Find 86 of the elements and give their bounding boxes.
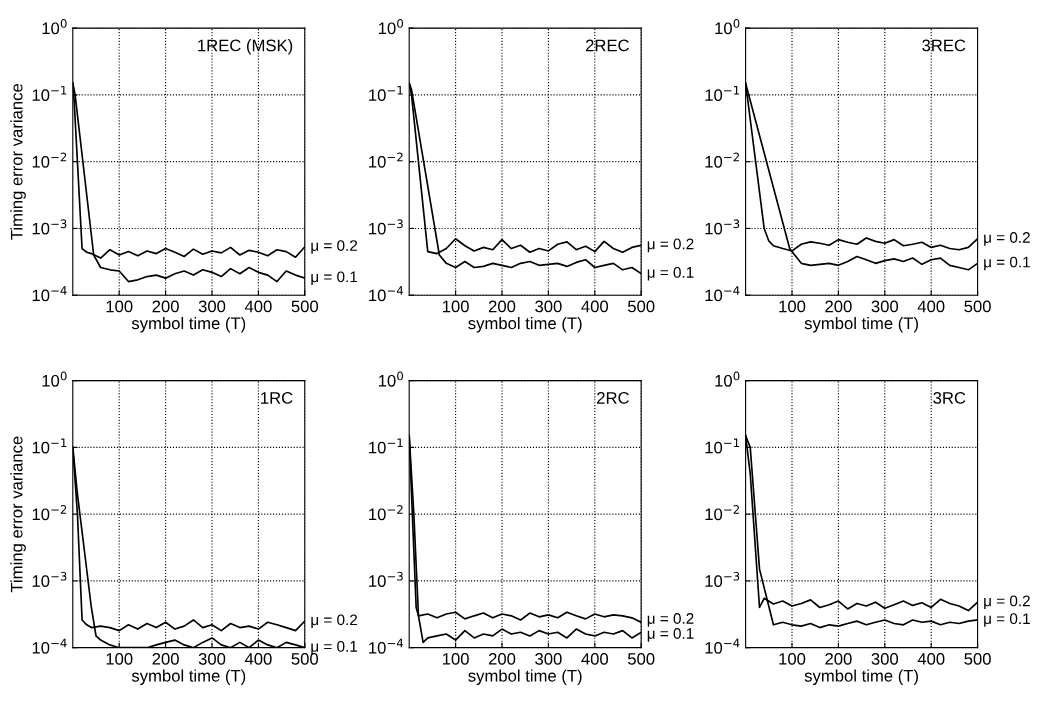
y-tick-label: 10$^{−1}$ — [705, 85, 740, 102]
x-tick-label: 300 — [535, 652, 562, 665]
x-axis-title: symbol time (T) — [804, 316, 918, 333]
x-tick-label: 300 — [198, 300, 226, 313]
x-axis-title: symbol time (T) — [804, 669, 918, 685]
x-tick-label: 200 — [152, 652, 179, 665]
y-tick-label: 10$^{−1}$ — [32, 438, 67, 454]
x-tick-label: 100 — [442, 652, 469, 665]
x-tick-label: 500 — [291, 300, 319, 313]
x-axis-title: symbol time (T) — [131, 669, 246, 685]
x-tick-label: 100 — [106, 652, 133, 665]
y-tick-label: 10$^{−2}$ — [369, 152, 403, 168]
y-tick-label: 10$^{−3}$ — [369, 219, 403, 235]
text: 3REC — [922, 39, 966, 52]
text: μ = 0.2 — [311, 240, 358, 254]
text: μ = 0.2 — [311, 614, 358, 628]
x-tick-label: 500 — [964, 300, 991, 313]
y-tick-label: 10$^{−2}$ — [705, 152, 739, 168]
x-tick-label: 500 — [964, 652, 991, 665]
x-tick-label: 300 — [198, 652, 226, 665]
x-tick-label: 400 — [581, 300, 609, 313]
x-tick-label: 200 — [152, 300, 179, 313]
text: μ = 0.1 — [984, 256, 1030, 271]
y-tick-label: 10$^{−3}$ — [32, 571, 67, 587]
x-tick-label: 100 — [442, 300, 469, 313]
text: μ = 0.2 — [647, 238, 694, 253]
y-tick-label: 10$^{−3}$ — [705, 571, 740, 587]
y-tick-label: 10$^{−4}$ — [705, 286, 740, 302]
text: μ = 0.2 — [984, 595, 1030, 610]
text: μ = 0.1 — [311, 271, 358, 286]
x-tick-label: 400 — [917, 300, 945, 313]
text: μ = 0.2 — [647, 613, 694, 627]
text: μ = 0.1 — [647, 628, 694, 642]
y-tick-label: 10$^{−1}$ — [32, 85, 67, 102]
x-tick-label: 500 — [627, 300, 655, 313]
y-tick-label: 10$^{−1}$ — [369, 85, 403, 102]
y-tick-label: 10$^{−4}$ — [32, 286, 67, 302]
x-tick-label: 200 — [488, 652, 516, 665]
y-tick-label: 10$^{0}$ — [42, 19, 67, 35]
x-tick-label: 400 — [244, 652, 272, 665]
x-tick-label: 300 — [535, 300, 562, 313]
x-tick-label: 200 — [488, 300, 516, 313]
text: μ = 0.1 — [984, 613, 1030, 627]
y-tick-label: 10$^{−4}$ — [369, 286, 404, 302]
x-tick-label: 500 — [627, 652, 655, 665]
text: 2REC — [585, 39, 629, 52]
text: 1RC — [261, 392, 293, 404]
y-tick-label: 10$^{−2}$ — [32, 152, 67, 168]
x-tick-label: 400 — [244, 300, 272, 313]
x-axis-title: symbol time (T) — [468, 316, 582, 333]
y-tick-label: 10$^{−1}$ — [369, 438, 403, 454]
y-tick-label: 10$^{−3}$ — [705, 219, 740, 235]
y-axis-title: Timing error variance — [10, 84, 26, 240]
x-tick-label: 400 — [917, 652, 945, 665]
x-tick-label: 400 — [581, 652, 609, 665]
x-axis-title: symbol time (T) — [468, 669, 582, 685]
y-tick-label: 10$^{−3}$ — [369, 571, 403, 587]
text: 2RC — [597, 392, 629, 404]
x-tick-label: 100 — [779, 652, 806, 665]
y-tick-label: 10$^{−3}$ — [32, 219, 67, 235]
y-tick-label: 10$^{−4}$ — [705, 638, 740, 654]
x-tick-label: 100 — [779, 300, 806, 313]
y-tick-label: 10$^{0}$ — [715, 371, 740, 387]
y-tick-label: 10$^{−2}$ — [369, 505, 403, 521]
y-tick-label: 10$^{0}$ — [715, 19, 740, 35]
y-tick-label: 10$^{0}$ — [378, 371, 404, 387]
y-tick-label: 10$^{−4}$ — [32, 638, 67, 654]
y-tick-label: 10$^{0}$ — [378, 19, 404, 35]
x-tick-label: 300 — [871, 652, 899, 665]
x-axis-title: symbol time (T) — [131, 316, 246, 333]
text: 1REC (MSK) — [198, 39, 293, 55]
y-axis-title: Timing error variance — [10, 436, 26, 593]
text: 3RC — [933, 392, 966, 404]
x-tick-label: 200 — [825, 300, 852, 313]
text: μ = 0.2 — [984, 232, 1030, 246]
x-tick-label: 100 — [106, 300, 133, 313]
y-tick-label: 10$^{−4}$ — [369, 638, 404, 654]
x-tick-label: 300 — [871, 300, 899, 313]
y-tick-label: 10$^{0}$ — [42, 371, 67, 387]
text: μ = 0.1 — [311, 640, 358, 655]
y-tick-label: 10$^{−1}$ — [705, 438, 740, 454]
y-tick-label: 10$^{−2}$ — [32, 505, 67, 521]
y-tick-label: 10$^{−2}$ — [705, 505, 739, 521]
x-tick-label: 500 — [291, 652, 319, 665]
text: μ = 0.1 — [647, 266, 694, 281]
x-tick-label: 200 — [825, 652, 852, 665]
